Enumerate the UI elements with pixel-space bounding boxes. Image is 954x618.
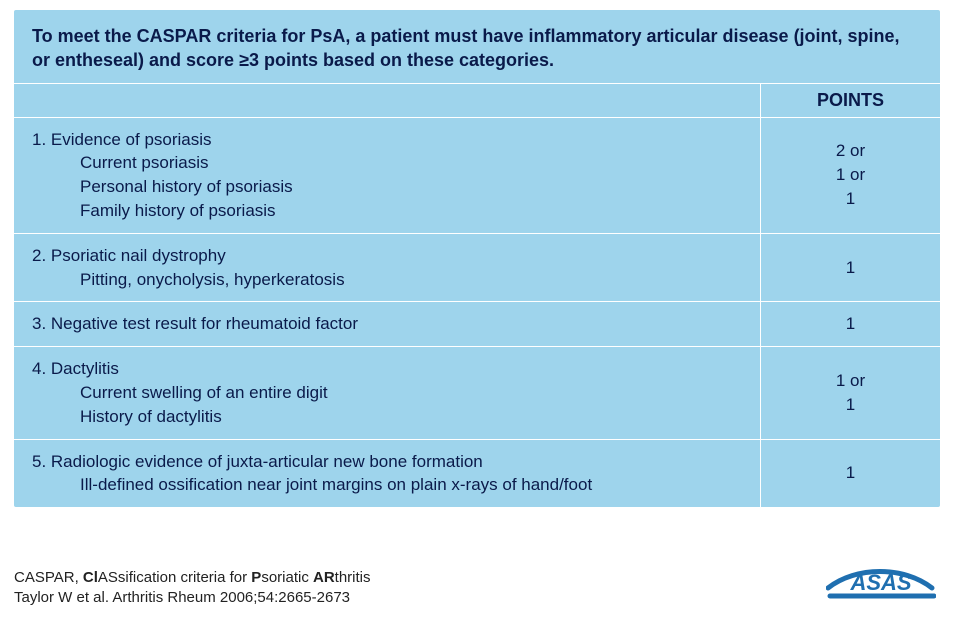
row-points: 1 [760,302,940,346]
table-row: 1. Evidence of psoriasis Current psorias… [14,118,940,234]
points-header: POINTS [760,84,940,117]
row-points: 2 or 1 or 1 [760,118,940,233]
table-row: 4. Dactylitis Current swelling of an ent… [14,347,940,439]
points-value: 1 [846,312,855,336]
table-row: 2. Psoriatic nail dystrophy Pitting, ony… [14,234,940,303]
asas-logo-icon: ASAS [826,560,936,604]
row-title: 3. Negative test result for rheumatoid f… [32,312,742,336]
footer-bold: AR [313,569,335,586]
row-sub: Current swelling of an entire digit [32,381,742,405]
row-sub: Family history of psoriasis [32,199,742,223]
footer-plain: sification criteria for [118,569,251,586]
footer-citation: Taylor W et al. Arthritis Rheum 2006;54:… [14,588,371,608]
row-left: 5. Radiologic evidence of juxta-articula… [14,440,760,508]
asas-logo: ASAS [826,560,936,604]
points-value: 1 or [836,163,865,187]
criteria-panel: To meet the CASPAR criteria for PsA, a p… [14,10,940,507]
row-points: 1 [760,234,940,302]
row-sub: Current psoriasis [32,151,742,175]
row-left: 4. Dactylitis Current swelling of an ent… [14,347,760,438]
row-left: 2. Psoriatic nail dystrophy Pitting, ony… [14,234,760,302]
table-row: 3. Negative test result for rheumatoid f… [14,302,940,347]
row-left: 1. Evidence of psoriasis Current psorias… [14,118,760,233]
table-row: 5. Radiologic evidence of juxta-articula… [14,440,940,508]
table-header: POINTS [14,83,940,118]
row-sub: Personal history of psoriasis [32,175,742,199]
row-left: 3. Negative test result for rheumatoid f… [14,302,760,346]
logo-text: ASAS [849,570,911,595]
footer-plain: AS [98,569,118,586]
footer-pre: CASPAR, [14,569,83,586]
points-value: 1 [846,187,855,211]
footer-bold: Cl [83,569,98,586]
row-title: 2. Psoriatic nail dystrophy [32,244,742,268]
row-title: 5. Radiologic evidence of juxta-articula… [32,450,742,474]
footer-acronym-line: CASPAR, ClASsification criteria for Psor… [14,568,371,588]
points-value: 1 [846,256,855,280]
row-title: 4. Dactylitis [32,357,742,381]
table-header-empty [14,84,760,117]
footer-bold: P [251,569,261,586]
points-value: 2 or [836,139,865,163]
points-value: 1 or [836,369,865,393]
row-title: 1. Evidence of psoriasis [32,128,742,152]
intro-text: To meet the CASPAR criteria for PsA, a p… [14,10,940,83]
row-sub: Ill-defined ossification near joint marg… [32,473,742,497]
footer-plain: soriatic [261,569,313,586]
row-sub: History of dactylitis [32,405,742,429]
footer: CASPAR, ClASsification criteria for Psor… [14,568,371,609]
footer-plain: thritis [335,569,371,586]
row-sub: Pitting, onycholysis, hyperkeratosis [32,268,742,292]
row-points: 1 or 1 [760,347,940,438]
points-value: 1 [846,461,855,485]
points-value: 1 [846,393,855,417]
row-points: 1 [760,440,940,508]
